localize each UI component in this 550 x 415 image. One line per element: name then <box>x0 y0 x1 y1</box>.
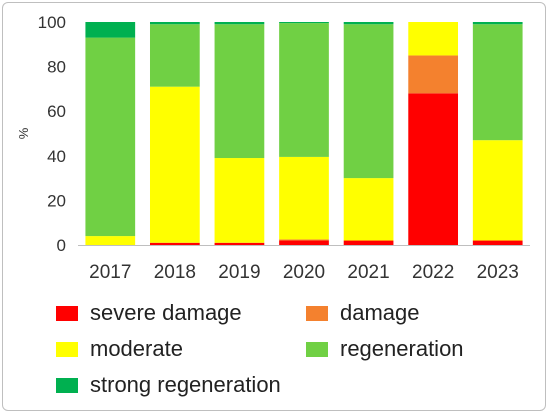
bar-segment-severe-damage-2018 <box>149 242 200 245</box>
legend-label: regeneration <box>340 336 464 361</box>
legend-label: severe damage <box>90 300 242 325</box>
x-tick-label: 2019 <box>218 262 260 283</box>
bar-segment-moderate-2018 <box>149 86 200 243</box>
y-tick-label: 0 <box>57 236 66 255</box>
legend-label: strong regeneration <box>90 372 281 397</box>
bar-segment-moderate-2022 <box>408 22 459 56</box>
bar-segment-severe-damage-2021 <box>343 240 394 245</box>
bar-segment-strong-regeneration-2020 <box>279 22 329 24</box>
bar-segment-damage-2022 <box>408 55 459 94</box>
x-tick-label: 2022 <box>412 262 454 283</box>
bar-segment-strong-regeneration-2019 <box>214 22 265 25</box>
bar-segment-strong-regeneration-2017 <box>85 22 136 38</box>
bar-segment-severe-damage-2023 <box>472 240 523 245</box>
legend-item-damage: damage <box>306 300 420 326</box>
legend-label: moderate <box>90 336 183 361</box>
legend-item-strong-regeneration: strong regeneration <box>56 372 281 398</box>
bar-segment-strong-regeneration-2021 <box>343 22 394 25</box>
y-tick-label: 40 <box>47 147 66 166</box>
x-tick-label: 2020 <box>283 262 325 283</box>
bar-segment-regeneration-2021 <box>343 24 394 179</box>
y-axis-title: % <box>16 127 31 139</box>
bar-segment-severe-damage-2022 <box>408 93 459 245</box>
legend-swatch <box>306 305 328 321</box>
legend-swatch <box>56 305 78 321</box>
bar-segment-regeneration-2017 <box>85 37 136 237</box>
y-tick-label: 80 <box>47 58 66 77</box>
bar-segment-moderate-2021 <box>343 178 394 241</box>
x-tick-label: 2023 <box>477 262 519 283</box>
x-tick-label: 2017 <box>89 262 131 283</box>
bar-segment-moderate-2023 <box>472 140 523 241</box>
bars <box>85 22 523 245</box>
bar-segment-severe-damage-2020 <box>279 240 329 245</box>
bar-segment-moderate-2019 <box>214 158 265 243</box>
bar-segment-regeneration-2023 <box>472 24 523 141</box>
y-tick-label: 20 <box>47 191 66 210</box>
legend-item-regeneration: regeneration <box>306 336 464 362</box>
legend-item-severe-damage: severe damage <box>56 300 242 326</box>
bar-segment-moderate-2017 <box>85 236 136 245</box>
legend-label: damage <box>340 300 420 325</box>
bar-segment-severe-damage-2019 <box>214 242 265 245</box>
bar-segment-strong-regeneration-2018 <box>149 22 200 25</box>
bar-segment-strong-regeneration-2023 <box>472 22 523 25</box>
x-tick-label: 2021 <box>347 262 389 283</box>
legend-swatch <box>306 341 328 357</box>
y-tick-labels: 0 20 40 60 80 100 <box>38 13 66 255</box>
bar-segment-regeneration-2018 <box>149 24 200 87</box>
x-tick-label: 2018 <box>154 262 196 283</box>
bar-segment-moderate-2020 <box>279 156 329 240</box>
bar-segment-damage-2020 <box>279 239 329 241</box>
y-tick-label: 100 <box>38 13 66 32</box>
x-tick-labels: 2017 2018 2019 2020 2021 2022 2023 <box>89 262 519 283</box>
legend-swatch <box>56 377 78 393</box>
y-axis-title-text: % <box>16 127 31 139</box>
bar-segment-regeneration-2019 <box>214 24 265 159</box>
legend-swatch <box>56 341 78 357</box>
legend-item-moderate: moderate <box>56 336 183 362</box>
bar-segment-regeneration-2020 <box>279 23 329 157</box>
y-tick-label: 60 <box>47 102 66 121</box>
